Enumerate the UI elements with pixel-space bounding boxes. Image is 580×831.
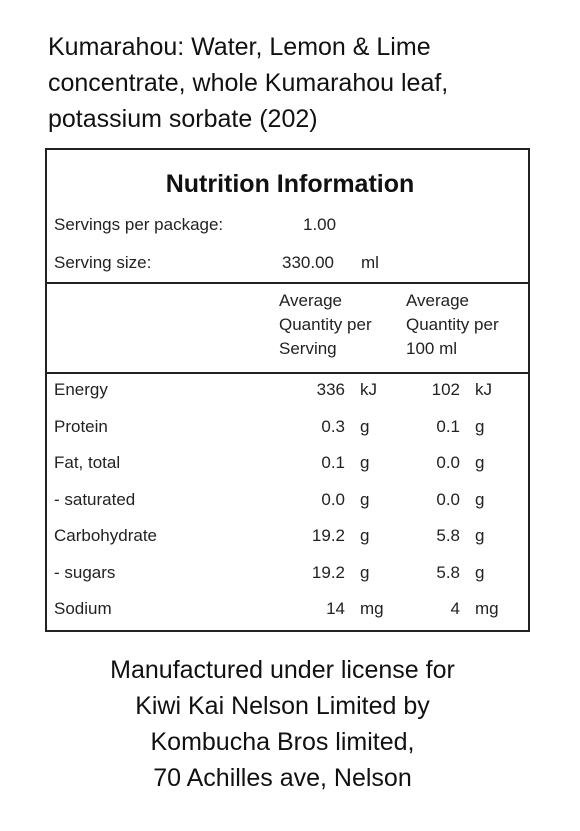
nutrient-name: Protein	[54, 416, 108, 436]
nutrient-name: - sugars	[54, 562, 116, 582]
ingredients-line: Kumarahou: Water, Lemon & Lime	[48, 33, 431, 61]
per-serving-unit: g	[360, 526, 370, 545]
ingredients-line: potassium sorbate (202)	[48, 105, 318, 133]
nutrient-name: Carbohydrate	[54, 526, 158, 545]
per-100-unit: g	[475, 453, 485, 472]
nutrition-panel	[45, 148, 530, 632]
per-100-unit: g	[475, 526, 485, 545]
per-100-unit: kJ	[475, 380, 492, 399]
per-serving-value: 19.2	[311, 562, 345, 582]
column-header: Quantity per	[279, 315, 372, 334]
per-serving-unit: mg	[360, 599, 384, 618]
per-100-value: 102	[431, 380, 460, 399]
per-serving-unit: g	[360, 416, 370, 436]
per-serving-value: 19.2	[311, 526, 345, 545]
footer-line: Kombucha Bros limited,	[150, 728, 415, 756]
footer-line: Manufactured under license for	[110, 656, 455, 684]
per-100-value: 4	[450, 599, 460, 618]
servings-label: Servings per package:	[54, 215, 224, 234]
divider	[45, 372, 530, 374]
divider	[45, 282, 530, 284]
per-100-unit: g	[475, 489, 485, 509]
per-serving-unit: g	[360, 489, 370, 509]
per-serving-value: 0.3	[321, 416, 345, 436]
footer-line: Kiwi Kai Nelson Limited by	[135, 692, 430, 720]
per-100-value: 5.8	[436, 562, 460, 582]
footer-line: 70 Achilles ave, Nelson	[153, 764, 412, 792]
per-100-value: 5.8	[436, 526, 460, 545]
per-serving-value: 14	[326, 599, 345, 618]
nutrient-name: Energy	[54, 380, 108, 399]
per-100-unit: g	[475, 416, 485, 436]
serving-size-value: 330.00	[282, 253, 334, 272]
panel-title: Nutrition Information	[165, 170, 415, 198]
servings-value: 1.00	[303, 215, 337, 234]
column-header: Quantity per	[406, 315, 499, 334]
ingredients-line: concentrate, whole Kumarahou leaf,	[48, 69, 449, 97]
column-header: Serving	[279, 339, 337, 358]
per-100-value: 0.0	[436, 489, 460, 509]
per-serving-value: 0.0	[321, 489, 345, 509]
column-header: 100 ml	[406, 339, 458, 358]
per-serving-unit: kJ	[360, 380, 377, 399]
column-header: Average	[279, 291, 343, 310]
per-100-value: 0.1	[436, 416, 460, 436]
per-serving-unit: g	[360, 453, 370, 472]
per-100-unit: g	[475, 562, 485, 582]
nutrient-name: Fat, total	[54, 453, 121, 472]
per-100-value: 0.0	[436, 453, 460, 472]
serving-size-unit: ml	[361, 253, 379, 272]
nutrient-name: - saturated	[54, 489, 136, 509]
per-serving-value: 336	[316, 380, 345, 399]
per-serving-value: 0.1	[321, 453, 345, 472]
per-100-unit: mg	[475, 599, 499, 618]
nutrient-name: Sodium	[54, 599, 112, 618]
per-serving-unit: g	[360, 562, 370, 582]
serving-size-label: Serving size:	[54, 253, 152, 272]
column-header: Average	[406, 291, 470, 310]
